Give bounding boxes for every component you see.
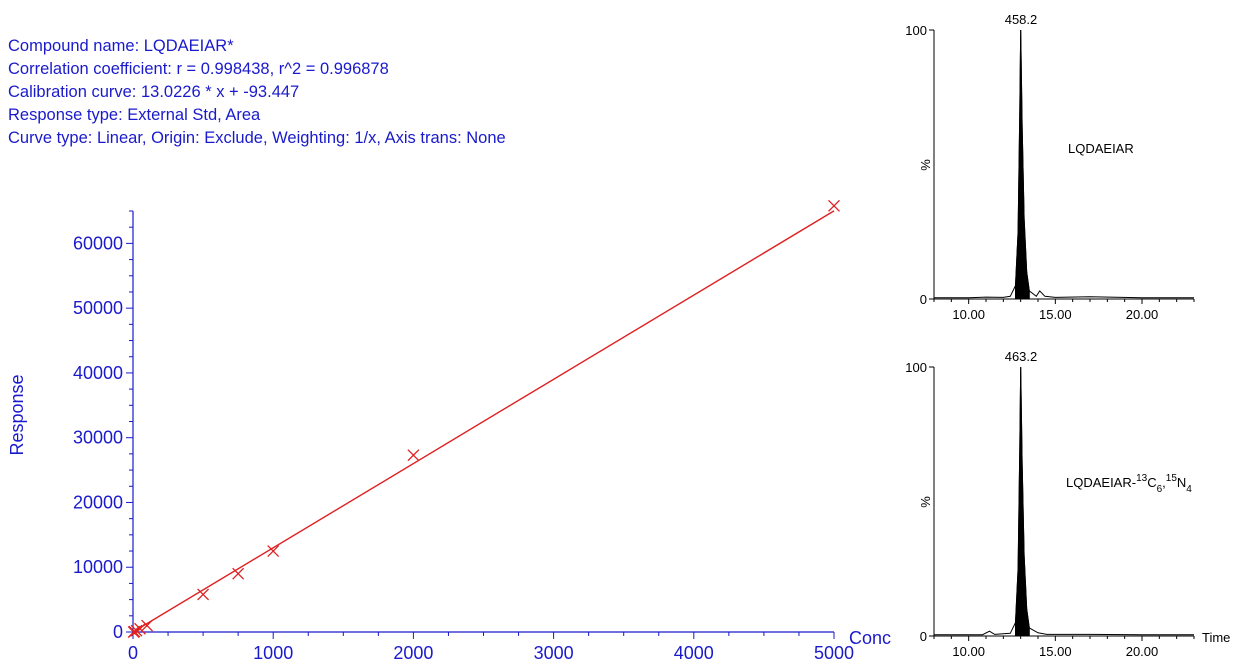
calibration-point [828,199,840,212]
chrom1-ylabel: % [918,159,933,171]
calibration-point [134,622,146,635]
chrom1-y-tick-label: 0 [920,292,927,307]
x-tick-label: 5000 [814,643,854,663]
calibration-point [232,567,245,580]
y-tick-label: 20000 [73,492,123,512]
x-tick-label: 1000 [253,643,293,663]
chrom2-ylabel: % [918,496,933,508]
chrom2-trace [934,366,1194,636]
chrom2-xlabel: Time [1202,630,1230,645]
chrom2-annotation-main: LQDAEIAR- [1066,475,1136,490]
calibration-ylabel: Response [7,374,27,455]
marker-stroke [828,199,840,212]
marker-stroke [197,588,210,601]
marker-stroke [407,449,420,462]
correlation-coefficient: Correlation coefficient: r = 0.998438, r… [8,60,389,78]
chrom1-x-tick-label: 20.00 [1126,307,1159,322]
marker-stroke [141,619,153,632]
chrom2-y-tick-label: 0 [920,629,927,644]
chrom1-peak-area [1015,29,1030,300]
marker-stroke [130,624,143,637]
chrom1-y-tick-label: 100 [905,23,927,38]
method-info: Compound name: LQDAEIAR* Correlation coe… [8,35,506,150]
calibration-point [128,625,141,638]
x-tick-label: 3000 [534,643,574,663]
calibration-point [267,545,280,557]
chrom2-x-tick-label: 20.00 [1126,644,1159,659]
x-tick-label: 4000 [674,643,714,663]
y-tick-label: 10000 [73,557,123,577]
curve-type: Curve type: Linear, Origin: Exclude, Wei… [8,129,506,147]
calibration-point [407,449,420,462]
chrom2-peak-label: 463.2 [1005,349,1038,364]
chrom1-x-tick-label: 15.00 [1039,307,1072,322]
compound-name: Compound name: LQDAEIAR* [8,37,234,55]
chrom2-x-tick-label: 15.00 [1039,644,1072,659]
chrom2-x-tick-label: 10.00 [952,644,985,659]
calibration-point [141,619,153,632]
marker-stroke [128,625,141,638]
marker-stroke [267,545,280,557]
y-tick-label: 60000 [73,233,123,253]
y-tick-label: 30000 [73,428,123,448]
isotope-label-part: , [1162,475,1166,490]
calibration-fit-line [132,210,835,633]
chrom2-y-tick-label: 100 [905,360,927,375]
chrom1-x-tick-label: 10.00 [952,307,985,322]
y-tick-label: 50000 [73,298,123,318]
chrom2-annotation: LQDAEIAR-13C6,15N4 [1066,473,1192,495]
calibration-point [130,624,143,637]
y-tick-label: 0 [113,622,123,642]
response-type: Response type: External Std, Area [8,106,261,124]
y-tick-label: 40000 [73,363,123,383]
isotope-label-part: 15 [1166,473,1178,484]
calibration-xlabel: Conc [849,628,891,648]
isotope-label-part: 6 [1157,484,1163,495]
isotope-label-part: 13 [1136,473,1148,484]
calibration-curve: Calibration curve: 13.0226 * x + -93.447 [8,83,300,101]
calibration-point [197,588,210,601]
chrom1-annotation: LQDAEIAR [1068,141,1134,156]
marker-stroke [134,622,146,635]
chrom2-peak-area [1015,366,1030,637]
isotope-label-part: C [1147,475,1156,490]
x-tick-label: 2000 [393,643,433,663]
isotope-label-part: N [1177,475,1186,490]
x-tick-label: 0 [128,643,138,663]
chrom1-peak-label: 458.2 [1005,12,1038,27]
marker-stroke [232,567,245,580]
isotope-label-part: 4 [1186,484,1192,495]
chrom1-trace [934,29,1194,299]
